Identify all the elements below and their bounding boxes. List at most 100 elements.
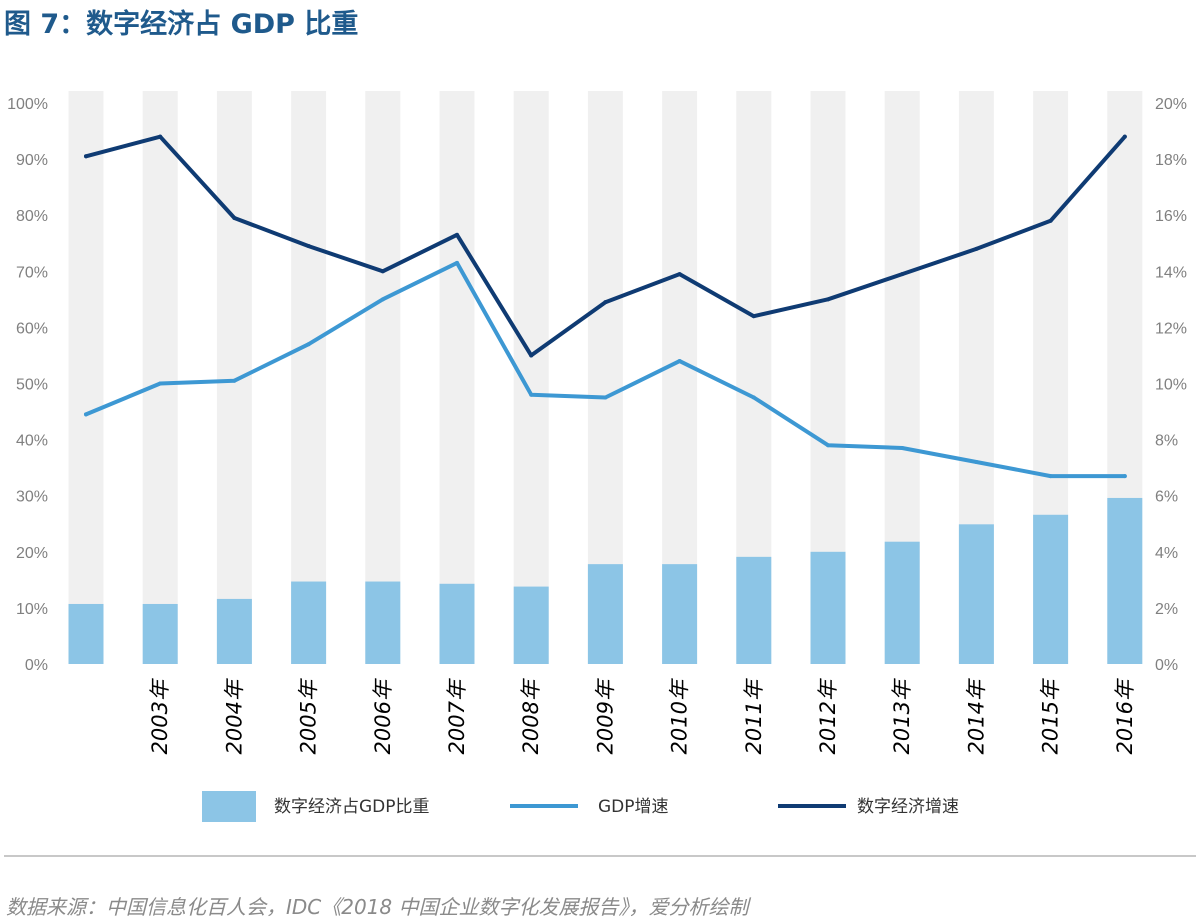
data-point	[974, 246, 979, 251]
bar	[736, 556, 772, 664]
legend: 数字经济占GDP比重 GDP增速 数字经济增速	[202, 791, 959, 822]
x-tick-label: 2003年	[148, 678, 172, 754]
data-point	[974, 460, 979, 465]
chart: 0% 10% 20% 30% 40% 50% 60% 70% 80% 90% 100% 0% 2% 4%…	[7, 91, 1187, 822]
data-point	[84, 154, 88, 159]
data-point	[900, 446, 905, 451]
data-point	[1048, 474, 1053, 479]
left-tick-label: 30%	[16, 489, 48, 506]
data-point	[380, 297, 385, 302]
x-tick-label: 2016年	[1113, 678, 1137, 754]
left-tick-label: 90%	[16, 152, 48, 169]
bar-background	[365, 91, 401, 664]
lines	[84, 134, 1127, 479]
left-axis: 0% 10% 20% 30% 40% 50% 60% 70% 80% 90% 100%	[7, 96, 48, 674]
legend-label: GDP增速	[598, 797, 669, 817]
left-tick-label: 50%	[16, 377, 48, 394]
left-tick-label: 100%	[7, 96, 48, 113]
right-tick-label: 8%	[1155, 433, 1178, 450]
data-point	[826, 443, 830, 448]
data-point	[900, 272, 905, 277]
bar	[68, 603, 104, 664]
right-axis: 0% 2% 4% 6% 8% 10% 12% 14% 16% 18% 20%	[1155, 96, 1187, 674]
right-tick-label: 14%	[1155, 264, 1187, 281]
data-point	[306, 244, 311, 249]
data-point	[455, 260, 459, 265]
bar	[662, 564, 698, 664]
data-point	[1048, 218, 1053, 223]
x-tick-label: 2006年	[371, 678, 395, 754]
right-tick-label: 4%	[1155, 545, 1178, 562]
x-tick-label: 2010年	[668, 678, 692, 754]
x-tick-label: 2012年	[816, 678, 840, 754]
bar	[142, 603, 178, 664]
left-tick-label: 40%	[16, 433, 48, 450]
legend-swatch-bar	[202, 791, 256, 822]
bar	[291, 581, 327, 664]
bar-background	[142, 91, 178, 664]
data-point	[603, 300, 608, 305]
right-tick-label: 16%	[1155, 208, 1187, 225]
data-point	[603, 395, 608, 400]
data-point	[380, 269, 385, 274]
bar	[216, 598, 252, 664]
left-tick-label: 70%	[16, 264, 48, 281]
bar	[513, 586, 549, 664]
divider	[4, 855, 1196, 857]
bar	[884, 541, 920, 664]
right-tick-label: 10%	[1155, 377, 1187, 394]
bar-background	[216, 91, 252, 664]
bar	[958, 524, 994, 664]
x-tick-label: 2005年	[297, 678, 321, 754]
x-tick-label: 2011年	[742, 678, 766, 754]
x-tick-label: 2007年	[445, 678, 469, 754]
data-point	[158, 381, 163, 386]
data-point	[1122, 134, 1127, 139]
left-tick-label: 0%	[25, 657, 48, 674]
x-axis: 2003年 2004年 2005年 2006年 2007年 2008年 2009年 2010年…	[148, 678, 1137, 754]
data-point	[751, 314, 756, 319]
x-tick-label: 2008年	[519, 678, 543, 754]
left-tick-label: 20%	[16, 545, 48, 562]
left-tick-label: 60%	[16, 320, 48, 337]
legend-label: 数字经济占GDP比重	[274, 797, 430, 817]
right-tick-label: 12%	[1155, 320, 1187, 337]
data-point	[84, 412, 88, 417]
x-tick-label: 2009年	[593, 678, 617, 754]
data-point	[751, 395, 756, 400]
bar	[587, 564, 623, 664]
left-tick-label: 10%	[16, 601, 48, 618]
bar	[1107, 497, 1143, 664]
data-point	[158, 134, 163, 139]
right-tick-label: 2%	[1155, 601, 1178, 618]
bar-background	[291, 91, 327, 664]
data-point	[826, 297, 830, 302]
data-point	[529, 392, 534, 397]
bars	[68, 497, 1143, 664]
data-point	[232, 216, 237, 221]
x-tick-label: 2014年	[964, 678, 988, 754]
bar	[810, 551, 846, 664]
bar-background	[68, 91, 104, 664]
data-point	[677, 272, 682, 277]
bar	[365, 581, 401, 664]
legend-label: 数字经济增速	[857, 797, 959, 817]
bar-background	[439, 91, 475, 664]
right-tick-label: 18%	[1155, 152, 1187, 169]
source-note: 数据来源：中国信息化百人会，IDC《2018 中国企业数字化发展报告》，爱分析绘…	[6, 895, 749, 919]
left-tick-label: 80%	[16, 208, 48, 225]
data-point	[306, 342, 311, 347]
data-point	[677, 359, 682, 364]
data-point	[232, 378, 237, 383]
right-tick-label: 0%	[1155, 657, 1178, 674]
bar	[439, 583, 475, 664]
right-tick-label: 6%	[1155, 489, 1178, 506]
data-point	[529, 353, 534, 358]
bar	[1033, 514, 1069, 664]
x-tick-label: 2013年	[890, 678, 914, 754]
x-tick-label: 2004年	[222, 678, 246, 754]
data-point	[1122, 474, 1127, 479]
chart-title: 图 7：数字经济占 GDP 比重	[4, 9, 359, 40]
right-tick-label: 20%	[1155, 96, 1187, 113]
bar-background	[513, 91, 549, 664]
